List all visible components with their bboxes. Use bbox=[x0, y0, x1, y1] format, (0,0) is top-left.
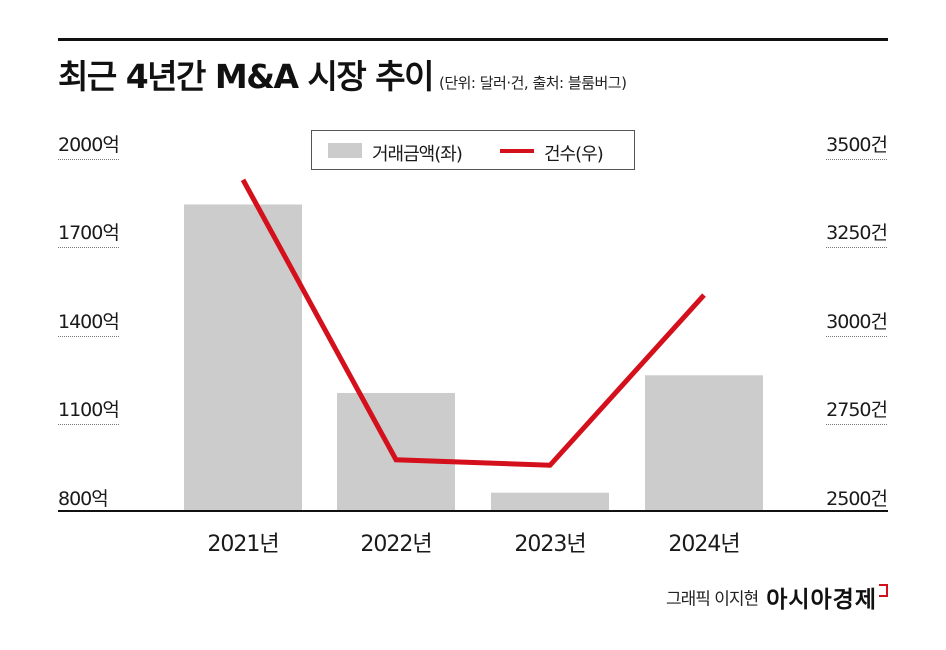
right-tick-label: 2500건 bbox=[826, 488, 888, 510]
left-tick-label: 800억 bbox=[58, 488, 109, 510]
x-tick-label: 2021년 bbox=[207, 532, 279, 557]
brand-logo-text: 아시아경제 bbox=[766, 587, 877, 613]
chart-subtitle: (단위: 달러·건, 출처: 블룸버그) bbox=[438, 74, 627, 92]
count-line bbox=[240, 178, 706, 468]
legend-line-swatch bbox=[500, 149, 534, 153]
x-tick-label: 2023년 bbox=[514, 532, 586, 557]
legend-line-label: 건수(우) bbox=[544, 144, 604, 165]
line-series bbox=[240, 178, 706, 468]
x-tick-label: 2022년 bbox=[360, 532, 432, 557]
legend: 거래금액(좌) 건수(우) bbox=[311, 130, 635, 170]
right-tick-label: 2750건 bbox=[826, 395, 888, 425]
title-row: 최근 4년간 M&A 시장 추이 (단위: 달러·건, 출처: 블룸버그) bbox=[58, 50, 627, 98]
right-tick-label: 3250건 bbox=[826, 218, 888, 248]
legend-bar-label: 거래금액(좌) bbox=[372, 144, 463, 165]
bar-4 bbox=[645, 375, 763, 511]
chart-title: 최근 4년간 M&A 시장 추이 bbox=[58, 57, 434, 96]
right-tick-label: 3500건 bbox=[826, 130, 888, 160]
left-tick-label: 2000억 bbox=[58, 130, 120, 160]
right-tick-label: 3000건 bbox=[826, 307, 888, 337]
left-tick-label: 1700억 bbox=[58, 218, 120, 248]
x-tick-label: 2024년 bbox=[668, 532, 740, 557]
brand-mark-icon bbox=[879, 584, 888, 597]
left-tick-label: 1100억 bbox=[58, 395, 120, 425]
footer-credit: 그래픽 이지현 아시아경제 bbox=[666, 580, 888, 614]
bar-3 bbox=[491, 492, 609, 511]
bar-2 bbox=[337, 392, 455, 511]
left-tick-label: 1400억 bbox=[58, 307, 120, 337]
top-rule bbox=[58, 38, 888, 41]
graphic-credit: 그래픽 이지현 bbox=[665, 589, 759, 610]
legend-bar-swatch bbox=[328, 143, 362, 158]
